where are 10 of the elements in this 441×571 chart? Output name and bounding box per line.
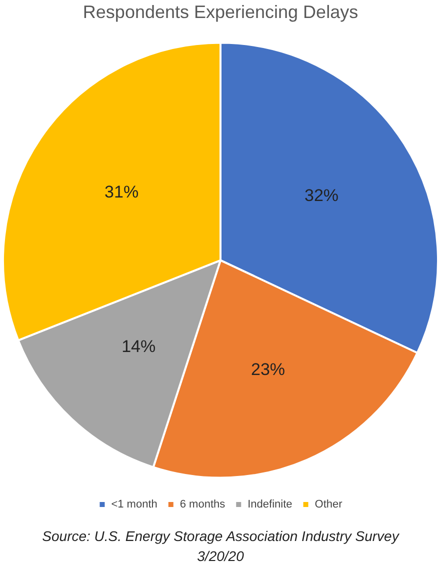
legend-label: <1 month [111, 498, 158, 511]
data-label: 14% [122, 337, 156, 356]
legend-label: Indefinite [248, 498, 292, 511]
legend-label: Other [314, 498, 343, 511]
chart-title: Respondents Experiencing Delays [82, 2, 358, 22]
legend-label: 6 months [180, 498, 226, 511]
source-note: Source: U.S. Energy Storage Association Industry Survey 3/20/20 [41, 527, 400, 566]
data-label: 31% [104, 182, 139, 202]
data-label: 32% [304, 186, 339, 205]
data-label: 23% [250, 360, 286, 379]
